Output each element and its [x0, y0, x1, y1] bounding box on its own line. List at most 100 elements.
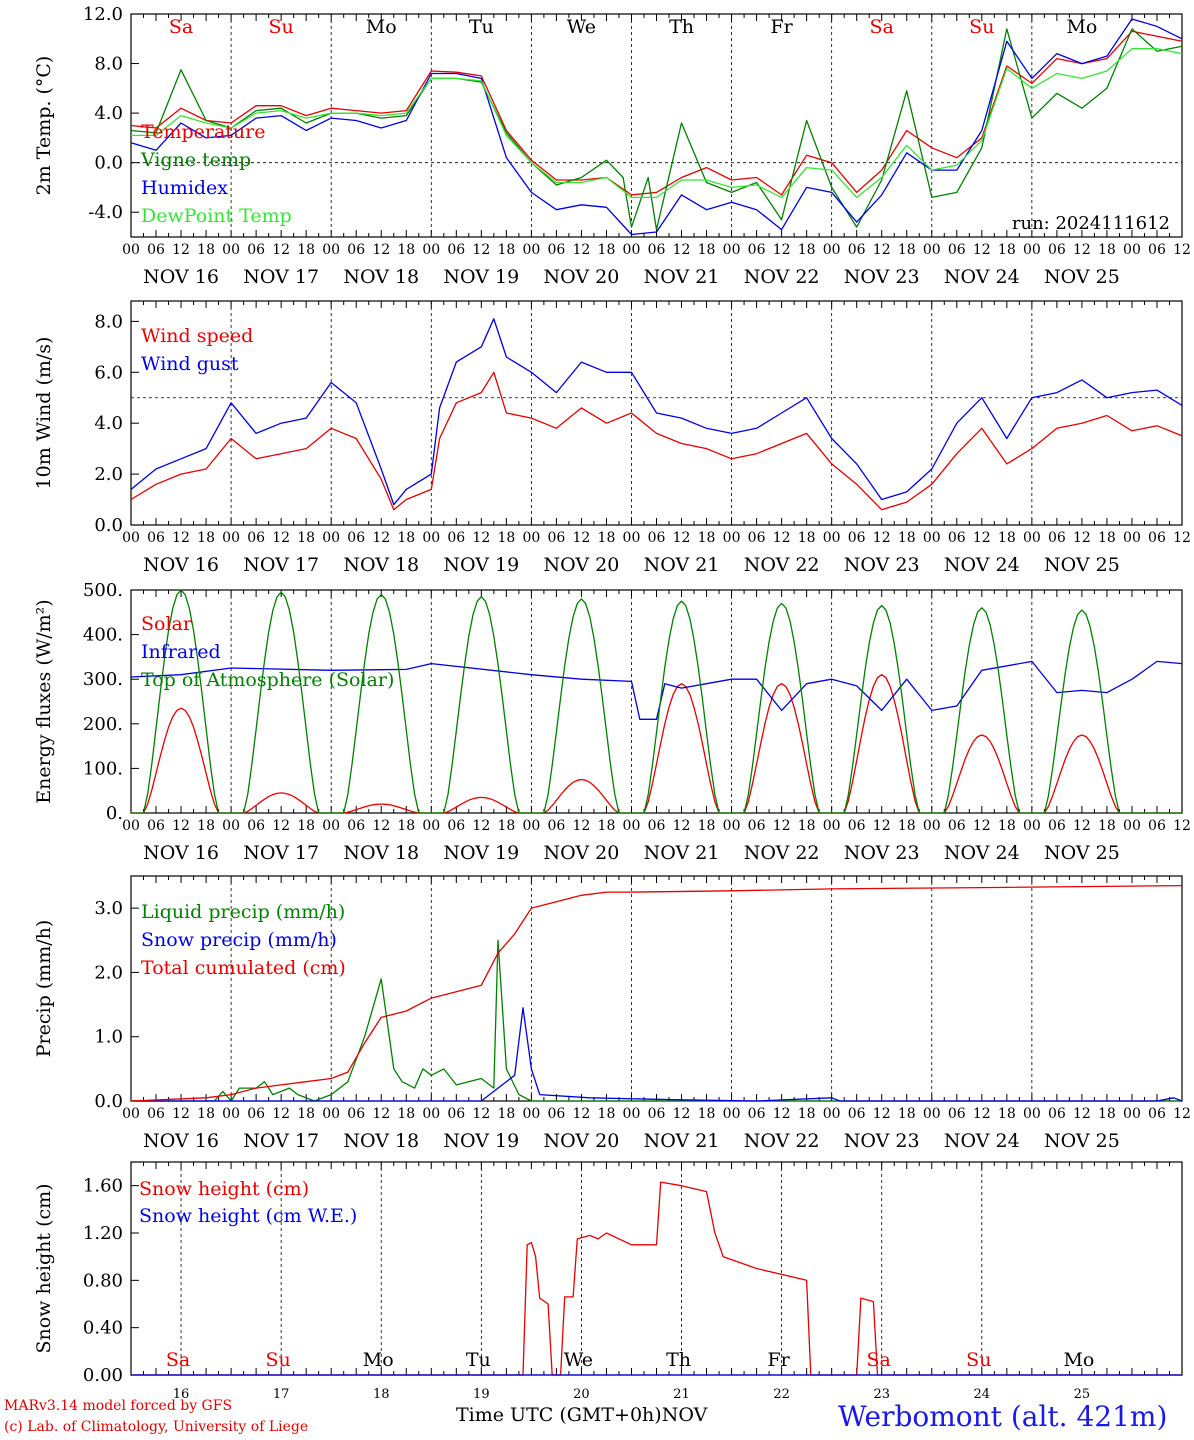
- y-tick-label: 12.0: [83, 4, 123, 25]
- weekday-label: Sa: [867, 1349, 891, 1371]
- y-tick-label: 8.0: [94, 54, 123, 75]
- date-label: NOV 25: [1044, 842, 1120, 864]
- hour-tick-label: 12: [472, 530, 490, 546]
- date-label: NOV 16: [143, 266, 219, 288]
- series-line-vigne-temp: [130, 28, 1183, 231]
- hour-tick-label: 06: [547, 1106, 565, 1122]
- hour-tick-label: 18: [397, 818, 415, 834]
- hour-tick-label: 00: [322, 1106, 340, 1122]
- hour-tick-label: 12: [272, 818, 290, 834]
- hour-tick-label: 06: [347, 1106, 365, 1122]
- hour-tick-label: 06: [1148, 530, 1166, 546]
- hour-tick-label: 12: [1173, 530, 1191, 546]
- hour-tick-label: 06: [447, 242, 465, 258]
- hour-tick-label: 18: [898, 1106, 916, 1122]
- date-label: NOV 20: [544, 1130, 620, 1152]
- hour-tick-label: 00: [522, 818, 540, 834]
- hour-tick-label: 06: [247, 242, 265, 258]
- date-label: NOV 18: [343, 554, 419, 576]
- date-label: NOV 20: [544, 842, 620, 864]
- date-label: NOV 17: [243, 266, 319, 288]
- weekday-label: Sa: [870, 16, 894, 38]
- series-line-total-cumulated-cm-: [130, 884, 1183, 1102]
- hour-tick-label: 18: [798, 242, 816, 258]
- hour-tick-label: 12: [472, 1106, 490, 1122]
- hour-tick-label: 12: [773, 530, 791, 546]
- day-number-label: 23: [873, 1387, 890, 1402]
- date-label: NOV 18: [343, 1130, 419, 1152]
- hour-tick-label: 00: [422, 530, 440, 546]
- hour-tick-label: 12: [973, 818, 991, 834]
- date-label: NOV 24: [944, 554, 1020, 576]
- date-label: NOV 22: [744, 1130, 820, 1152]
- y-tick-label: 0.0: [94, 153, 123, 174]
- panel-3: [130, 589, 1183, 814]
- hour-tick-label: 18: [1098, 818, 1116, 834]
- hour-tick-label: 06: [648, 818, 666, 834]
- hour-tick-label: 06: [848, 1106, 866, 1122]
- hour-tick-label: 12: [673, 242, 691, 258]
- day-number-label: 21: [673, 1387, 690, 1402]
- hour-tick-label: 18: [598, 818, 616, 834]
- weekday-label: Sa: [169, 16, 193, 38]
- hour-tick-label: 12: [573, 242, 591, 258]
- hour-tick-label: 12: [873, 530, 891, 546]
- hour-tick-label: 12: [973, 1106, 991, 1122]
- hour-tick-label: 18: [297, 242, 315, 258]
- legend-entry: Vigne temp: [140, 149, 251, 171]
- series-line-liquid-precip-mm-h-: [131, 939, 1182, 1102]
- legend-entry: Solar: [141, 613, 193, 635]
- hour-tick-label: 12: [773, 818, 791, 834]
- date-label: NOV 20: [544, 554, 620, 576]
- hour-tick-label: 18: [698, 818, 716, 834]
- day-number-label: 22: [773, 1387, 790, 1402]
- hour-tick-label: 18: [698, 530, 716, 546]
- panel-5: [130, 1161, 1183, 1376]
- hour-tick-label: 18: [497, 242, 515, 258]
- day-number-label: 19: [473, 1387, 490, 1402]
- hour-tick-label: 06: [748, 818, 766, 834]
- plot-frame: [130, 589, 1183, 814]
- y-tick-label: 0.: [106, 803, 123, 824]
- date-label: NOV 21: [644, 1130, 720, 1152]
- hour-tick-label: 06: [147, 242, 165, 258]
- hour-tick-label: 12: [973, 242, 991, 258]
- hour-tick-label: 18: [698, 242, 716, 258]
- hour-tick-label: 06: [848, 530, 866, 546]
- weekday-label: Fr: [767, 1349, 790, 1371]
- y-tick-label: -4.0: [88, 202, 123, 223]
- legend-entry: Liquid precip (mm/h): [141, 901, 345, 923]
- hour-tick-label: 18: [397, 1106, 415, 1122]
- hour-tick-label: 06: [147, 1106, 165, 1122]
- y-axis-label: Precip (mm/h): [33, 920, 55, 1058]
- hour-tick-label: 00: [723, 1106, 741, 1122]
- legend-entry: Wind gust: [141, 353, 239, 375]
- y-tick-label: 2.0: [94, 464, 123, 485]
- hour-tick-label: 18: [397, 530, 415, 546]
- hour-tick-label: 00: [422, 1106, 440, 1122]
- weekday-label: Mo: [363, 1349, 394, 1371]
- hour-tick-label: 06: [547, 530, 565, 546]
- hour-tick-label: 06: [447, 818, 465, 834]
- hour-tick-label: 00: [623, 818, 641, 834]
- hour-tick-label: 00: [723, 242, 741, 258]
- date-label: NOV 18: [343, 842, 419, 864]
- hour-tick-label: 18: [798, 1106, 816, 1122]
- date-label: NOV 16: [143, 842, 219, 864]
- day-number-label: 24: [974, 1387, 991, 1402]
- hour-tick-label: 18: [898, 530, 916, 546]
- hour-tick-label: 18: [598, 1106, 616, 1122]
- legend-entry: Infrared: [141, 641, 221, 663]
- hour-tick-label: 00: [1023, 530, 1041, 546]
- hour-tick-label: 18: [598, 242, 616, 258]
- hour-tick-label: 00: [222, 1106, 240, 1122]
- series-line-temperature: [130, 30, 1183, 196]
- hour-tick-label: 00: [1023, 818, 1041, 834]
- hour-tick-label: 18: [1098, 530, 1116, 546]
- hour-tick-label: 00: [923, 818, 941, 834]
- hour-tick-label: 12: [573, 530, 591, 546]
- legend-entry: DewPoint Temp: [141, 205, 292, 227]
- series-line-top-of-atmosphere-solar-: [131, 589, 1182, 814]
- y-tick-label: 100.: [83, 758, 123, 779]
- hour-tick-label: 18: [598, 530, 616, 546]
